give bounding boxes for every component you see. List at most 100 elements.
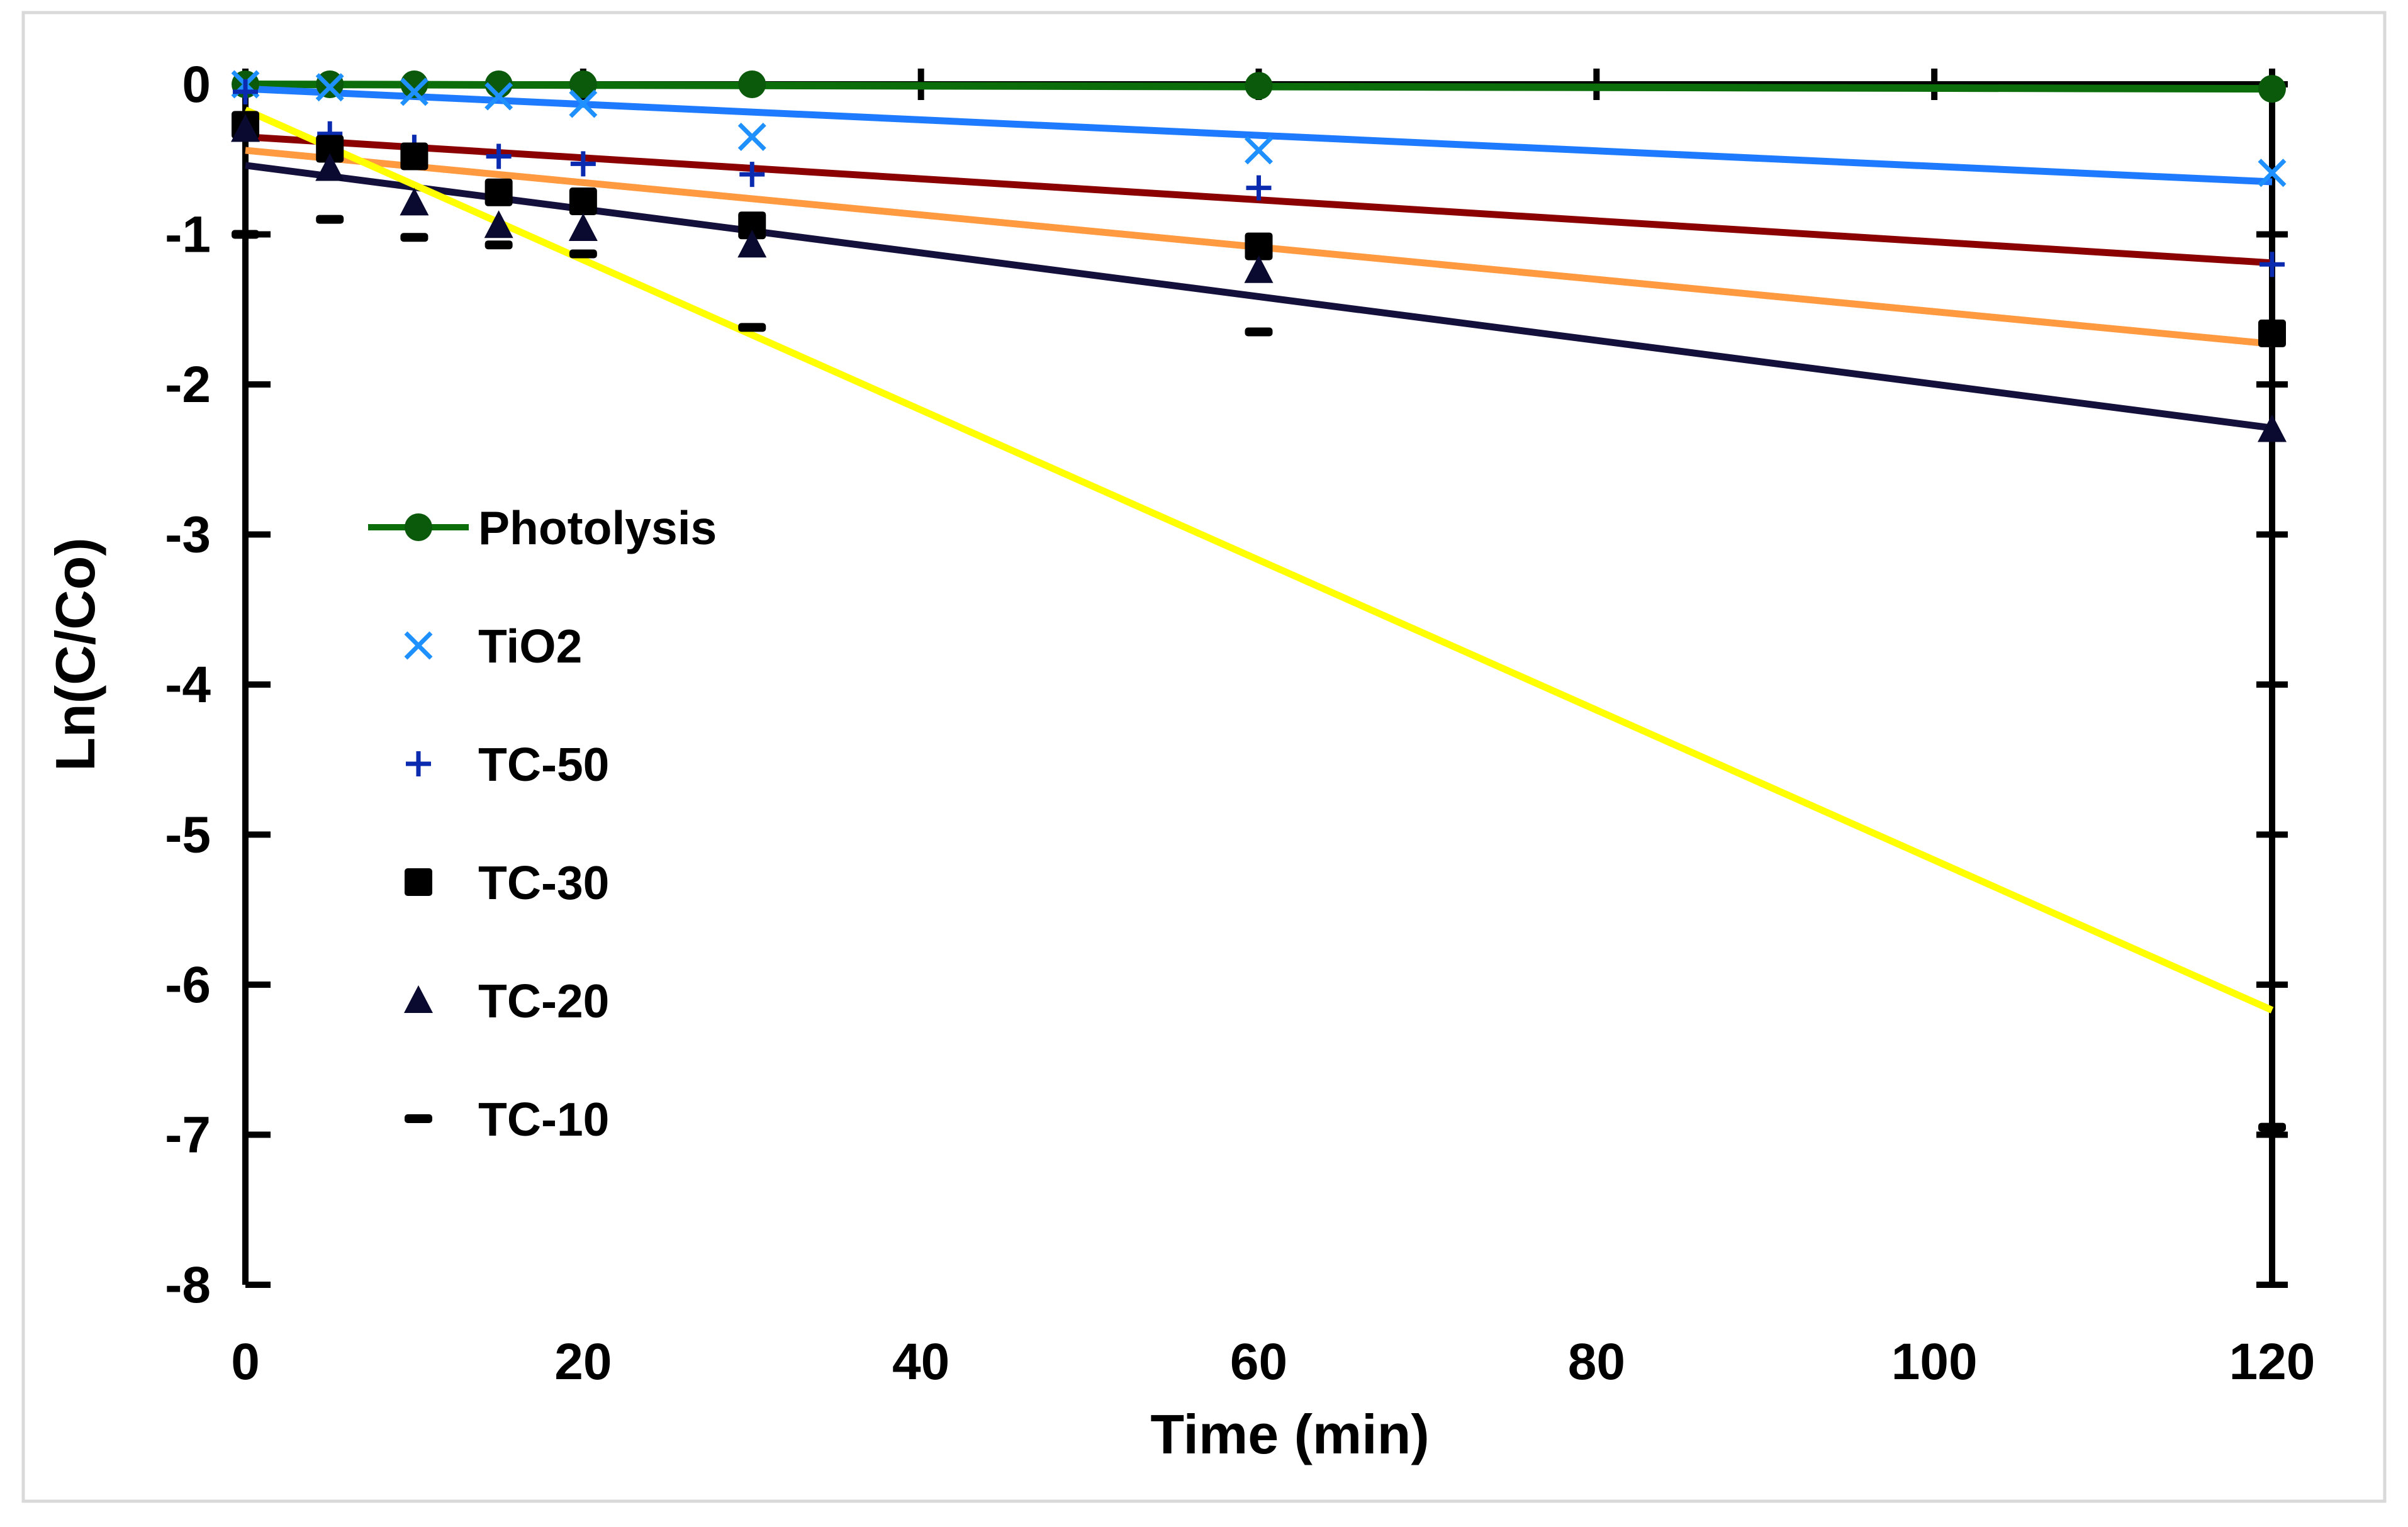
data-point-tio2-shape	[1245, 136, 1273, 165]
data-point-tc-30-shape	[316, 135, 344, 163]
plot-area: 0 20 40 60 80 100 120 0 -1 -2 -3 -4 -5 -6 -7 -8	[165, 56, 2315, 1390]
legend-marker	[404, 631, 433, 660]
data-point-tc-50	[486, 143, 512, 169]
data-point-tc-10-shape	[316, 215, 344, 224]
y-tick-label: -6	[165, 956, 211, 1014]
data-point-tc-20-shape	[1244, 255, 1274, 283]
y-tick-label: -8	[165, 1256, 211, 1314]
legend: Photolysis TiO2 TC-50 TC-30 TC-20 TC-10	[368, 501, 717, 1146]
data-point-tc-10	[2258, 1122, 2286, 1132]
legend-entry-photolysis: Photolysis	[368, 501, 717, 554]
data-point-tc-20-shape	[400, 187, 429, 216]
data-point-photolysis	[2258, 75, 2286, 103]
x-tick-label: 60	[1230, 1333, 1287, 1390]
legend-label: TC-10	[478, 1093, 609, 1146]
x-tick-label: 80	[1568, 1333, 1625, 1390]
data-point-tc-20-shape	[568, 213, 598, 241]
data-point-tio2-shape	[737, 123, 766, 151]
data-point-tio2-shape	[2258, 159, 2287, 187]
data-point-tc-30	[400, 142, 428, 171]
data-point-tc-20	[1244, 255, 1274, 283]
legend-entry-tc-50: TC-50	[406, 738, 609, 791]
data-point-tc-30	[484, 178, 513, 206]
data-point-tc-10	[738, 323, 766, 332]
data-point-photolysis	[400, 70, 428, 98]
data-point-tc-10-shape	[484, 240, 513, 250]
y-tick-label: -7	[165, 1107, 211, 1164]
legend-label: Photolysis	[478, 501, 717, 554]
data-point-tc-20	[568, 213, 598, 241]
data-point-tc-30	[738, 211, 766, 240]
data-point-tc-10	[569, 249, 597, 259]
data-point-tc-10	[400, 233, 428, 242]
data-point-tc-20-shape	[2258, 414, 2287, 442]
legend-entry-tio2: TiO2	[404, 620, 582, 673]
data-point-tc-20-shape	[231, 114, 260, 142]
legend-marker-shape	[404, 631, 433, 660]
data-point-tc-30	[1245, 232, 1273, 260]
data-point-tc-30-shape	[569, 187, 597, 216]
legend-marker	[406, 751, 431, 776]
legend-label: TC-20	[478, 975, 609, 1027]
legend-marker	[404, 985, 433, 1013]
data-point-tc-50	[233, 79, 258, 104]
data-point-tc-30	[569, 187, 597, 216]
legend-entry-tc-10: TC-10	[405, 1093, 609, 1146]
x-tick-label: 0	[231, 1333, 260, 1390]
legend-label: TC-50	[478, 738, 609, 791]
y-axis-title: Ln(C/Co)	[44, 537, 106, 771]
trendline-tc-10	[244, 106, 2274, 1014]
legend-entry-tc-20: TC-20	[404, 975, 609, 1027]
y-tick-label: -3	[165, 506, 211, 564]
data-point-tc-10-shape	[400, 233, 428, 242]
y-tick-label: 0	[182, 56, 211, 113]
data-point-photolysis-shape	[2258, 75, 2286, 103]
x-tick-label: 40	[892, 1333, 949, 1390]
data-point-photolysis-shape	[738, 70, 766, 98]
x-tick-label: 120	[2229, 1333, 2316, 1390]
data-point-tio2	[484, 82, 513, 111]
data-point-tc-50-shape	[1246, 175, 1272, 201]
data-point-tc-30-shape	[738, 211, 766, 240]
data-point-tio2-shape	[484, 82, 513, 111]
data-point-tc-30	[2258, 319, 2286, 347]
data-point-tc-50	[570, 151, 596, 177]
legend-marker-shape	[405, 868, 432, 896]
data-point-tc-10-shape	[1245, 327, 1273, 337]
data-point-tio2	[2258, 159, 2287, 187]
data-point-tio2	[400, 77, 428, 106]
data-point-tc-10	[1245, 327, 1273, 337]
data-point-tc-10-shape	[738, 323, 766, 332]
data-point-tc-30-shape	[400, 142, 428, 171]
data-point-photolysis-shape	[1245, 72, 1273, 100]
legend-marker-shape	[406, 751, 431, 776]
legend-label: TiO2	[478, 620, 582, 673]
data-point-tc-50-shape	[2260, 252, 2285, 277]
y-tick-label: -1	[165, 206, 211, 264]
data-point-tc-50	[739, 162, 765, 187]
x-tick-label: 100	[1891, 1333, 1978, 1390]
data-point-tc-10	[484, 240, 513, 250]
data-point-tio2	[1245, 136, 1273, 165]
data-point-tc-50	[1246, 175, 1272, 201]
data-point-tc-30-shape	[484, 178, 513, 206]
legend-marker-shape	[404, 985, 433, 1013]
legend-marker	[405, 1114, 432, 1123]
data-point-tc-50-shape	[570, 151, 596, 177]
data-point-tc-20-shape	[737, 230, 767, 258]
data-point-tc-10-shape	[232, 230, 259, 239]
data-point-tc-20	[737, 230, 767, 258]
data-point-tc-20-shape	[484, 210, 513, 238]
y-tick-label: -4	[165, 656, 211, 713]
data-point-tio2-shape	[315, 73, 344, 102]
data-point-tc-20	[231, 114, 260, 142]
data-point-tc-10-shape	[569, 249, 597, 259]
legend-marker-shape	[405, 513, 432, 541]
data-point-tio2-shape	[400, 77, 428, 106]
legend-marker-shape	[405, 1114, 432, 1123]
x-axis-title: Time (min)	[1150, 1403, 1429, 1465]
data-point-tc-10	[316, 215, 344, 224]
data-point-tc-50-shape	[233, 79, 258, 104]
data-point-tc-50-shape	[739, 162, 765, 187]
